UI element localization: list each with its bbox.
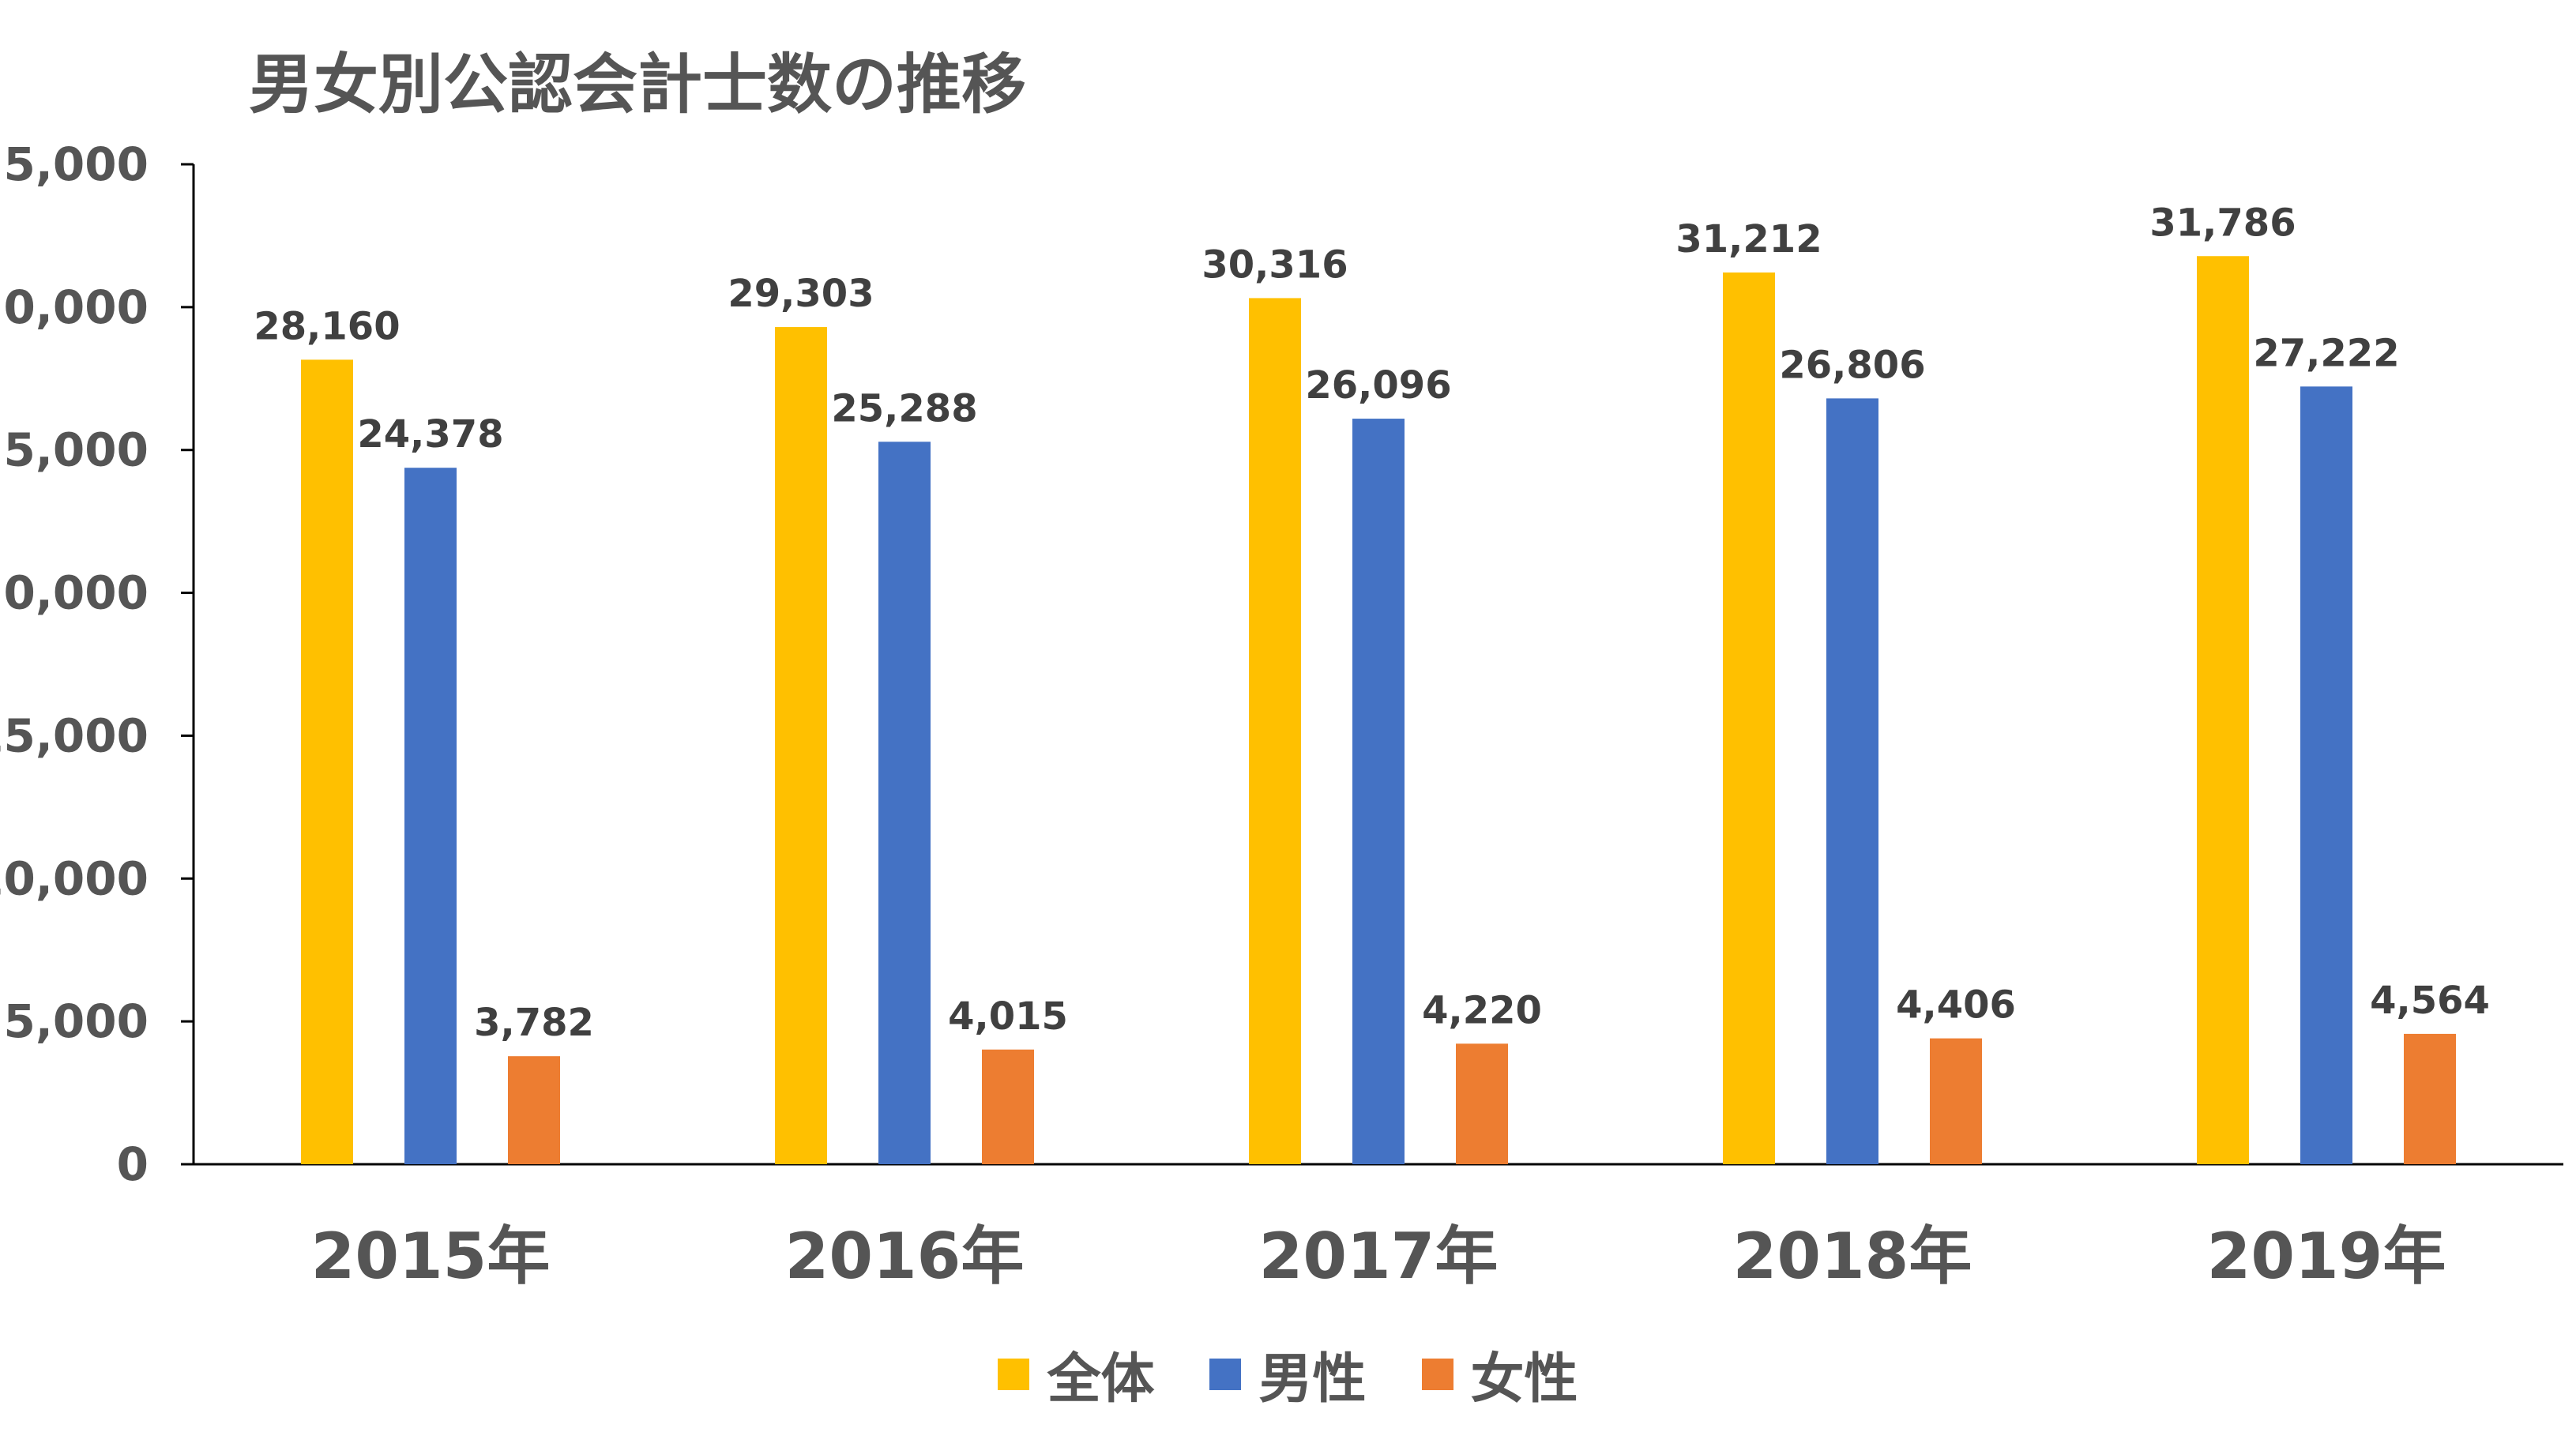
legend-swatch-total [998,1358,1030,1390]
y-tick-label: 5,000 [4,994,149,1048]
data-label: 25,288 [831,386,977,430]
legend-item-male: 男性 [1209,1335,1367,1413]
bar [404,468,457,1164]
bar [878,442,931,1164]
legend-label-female: 女性 [1470,1348,1578,1411]
legend: 全体 男性 女性 [0,1335,2576,1413]
data-label: 29,303 [728,272,874,316]
x-tick-label: 2019年 [2207,1220,2446,1293]
y-tick-label: 15,000 [0,708,149,762]
x-tick-label: 2015年 [311,1220,551,1293]
y-tick-label: 25,000 [0,423,149,477]
legend-label-total: 全体 [1047,1348,1155,1411]
x-tick-label: 2018年 [1733,1220,1972,1293]
bar [1930,1038,1982,1164]
legend-swatch-male [1209,1358,1242,1390]
data-label: 26,806 [1779,343,1925,387]
x-tick-label: 2017年 [1259,1220,1499,1293]
data-label: 24,378 [357,412,503,457]
legend-item-female: 女性 [1421,1335,1578,1413]
y-tick-label: 20,000 [0,566,149,620]
data-label: 31,212 [1675,217,1822,261]
chart-title: 男女別公認会計士数の推移 [249,47,1027,122]
bar [301,359,353,1164]
y-tick-label: 10,000 [0,851,149,905]
bar [1456,1043,1508,1164]
data-label: 31,786 [2149,201,2296,245]
bar [1723,272,1775,1165]
y-tick-label: 0 [117,1137,149,1191]
data-label: 27,222 [2253,331,2399,375]
bar [1249,298,1301,1164]
data-label: 30,316 [1202,242,1348,287]
legend-label-male: 男性 [1258,1348,1367,1411]
bar [2197,256,2249,1164]
bar [2404,1033,2456,1164]
data-label: 4,220 [1422,988,1542,1032]
data-label: 4,564 [2370,979,2490,1023]
data-label: 26,096 [1305,363,1451,408]
bar [1826,398,1878,1164]
bar [982,1049,1034,1164]
data-label: 4,015 [948,994,1068,1039]
x-tick-label: 2016年 [785,1220,1025,1293]
legend-swatch-female [1421,1358,1453,1390]
bar [2300,386,2352,1164]
bar [508,1056,560,1164]
legend-item-total: 全体 [998,1335,1154,1413]
y-tick-label: 30,000 [0,280,149,334]
data-label: 28,160 [254,304,400,348]
bar [775,327,827,1165]
bar [1352,419,1405,1164]
y-tick-label: 35,000 [0,137,149,191]
data-label: 3,782 [474,1001,594,1045]
data-label: 4,406 [1896,983,2016,1028]
